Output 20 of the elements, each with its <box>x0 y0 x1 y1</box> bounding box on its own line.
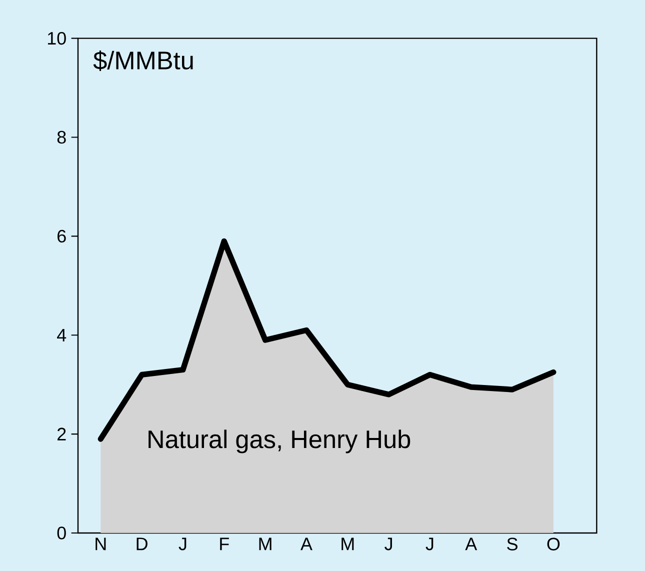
x-tick-label: F <box>220 538 229 550</box>
x-tick-label: M <box>342 538 354 550</box>
y-tick-label: 4 <box>57 328 66 342</box>
y-tick-label: 0 <box>57 526 66 540</box>
x-tick-label: J <box>426 538 434 550</box>
series-label: Natural gas, Henry Hub <box>148 430 410 454</box>
x-tick-label: N <box>96 538 106 550</box>
x-tick-label: J <box>178 538 186 550</box>
y-tick-label: 10 <box>48 32 66 45</box>
y-tick-label: 2 <box>58 428 66 440</box>
y-axis-title: $/MMBtu <box>93 50 193 71</box>
y-tick-label: 8 <box>57 130 66 144</box>
x-tick-label: D <box>136 538 148 550</box>
x-tick-label: J <box>384 538 392 550</box>
y-tick-label: 6 <box>58 230 66 243</box>
x-tick-label: M <box>259 538 272 550</box>
x-tick-label: O <box>547 538 560 550</box>
x-tick-label: S <box>507 538 518 550</box>
x-tick-label: A <box>300 538 312 550</box>
x-tick-label: A <box>465 538 478 550</box>
